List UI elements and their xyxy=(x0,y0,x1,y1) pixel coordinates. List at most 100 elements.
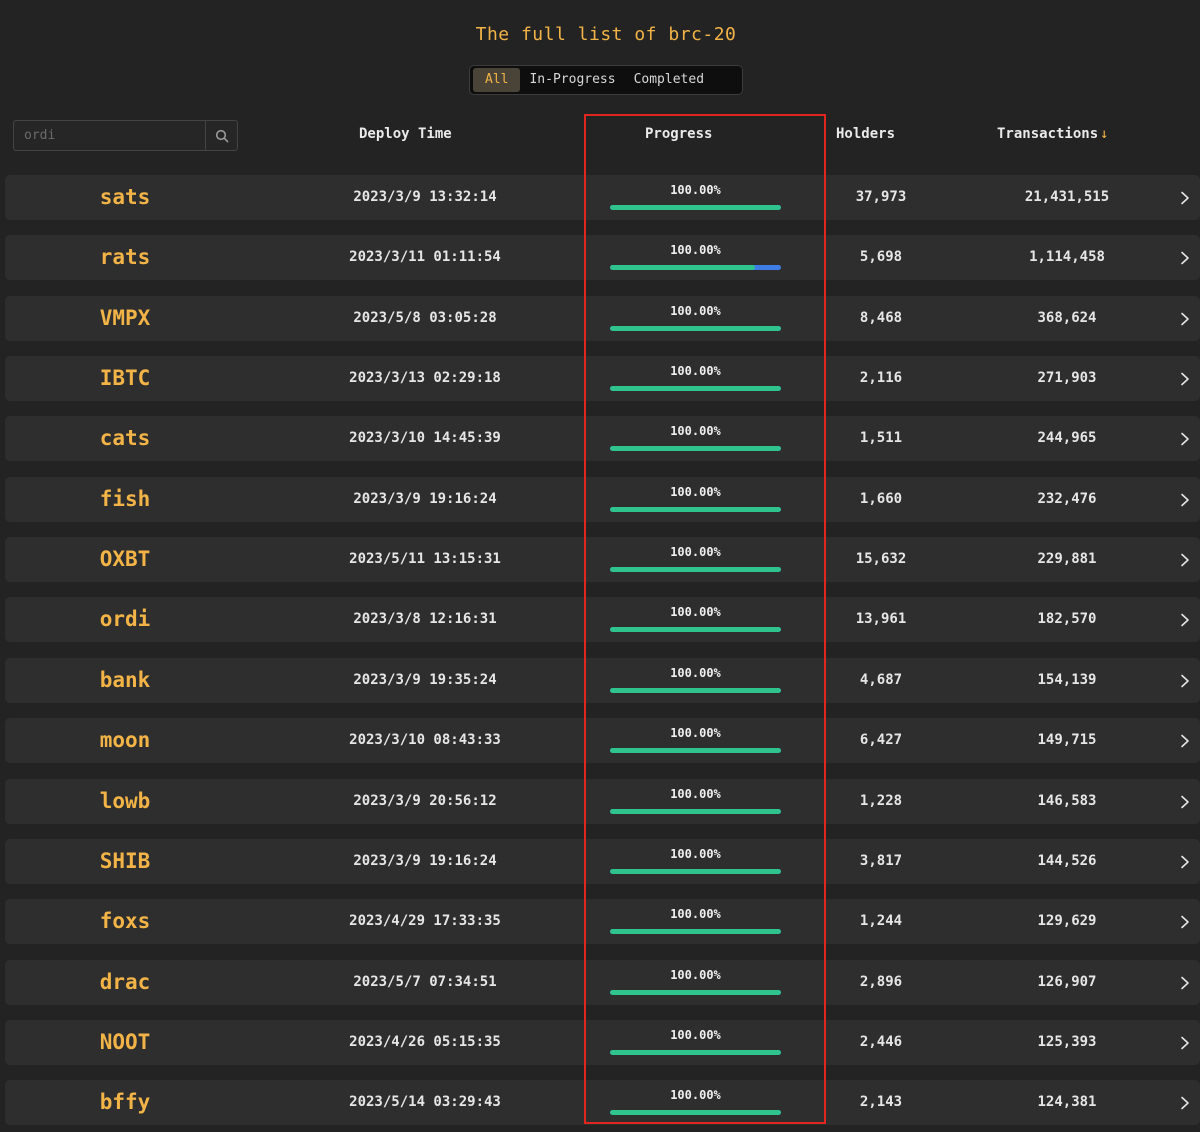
token-name[interactable]: ordi xyxy=(99,607,151,631)
holders-count: 1,660 xyxy=(859,491,903,507)
transactions-count: 1,114,458 xyxy=(1029,249,1105,265)
token-name[interactable]: drac xyxy=(99,970,151,994)
transactions-count: 232,476 xyxy=(1037,491,1097,507)
token-name[interactable]: SHIB xyxy=(99,849,151,873)
deploy-time: 2023/3/9 19:35:24 xyxy=(353,672,497,688)
token-name[interactable]: moon xyxy=(99,728,151,752)
progress-bar xyxy=(610,929,781,934)
chevron-right-icon[interactable] xyxy=(1177,839,1193,884)
transactions-count: 125,393 xyxy=(1037,1034,1097,1050)
token-name[interactable]: VMPX xyxy=(99,306,151,330)
header-deploy-time: Deploy Time xyxy=(359,126,452,142)
chevron-right-icon[interactable] xyxy=(1177,960,1193,1005)
progress-bar xyxy=(610,446,781,451)
tab-completed[interactable]: Completed xyxy=(633,72,705,87)
header-holders: Holders xyxy=(836,126,896,142)
tab-in-progress[interactable]: In-Progress xyxy=(529,72,616,87)
chevron-right-icon[interactable] xyxy=(1177,296,1193,341)
chevron-right-icon[interactable] xyxy=(1177,416,1193,461)
token-name[interactable]: IBTC xyxy=(99,366,151,390)
search-button[interactable] xyxy=(205,121,237,150)
chevron-right-icon[interactable] xyxy=(1177,175,1193,220)
search-input[interactable] xyxy=(14,121,205,150)
progress-bar-fill xyxy=(610,929,781,934)
deploy-time: 2023/3/10 08:43:33 xyxy=(349,732,501,748)
progress-bar-fill xyxy=(610,688,781,693)
progress-percent: 100.00% xyxy=(670,243,721,257)
deploy-time: 2023/3/11 01:11:54 xyxy=(349,249,501,265)
progress-bar-fill xyxy=(610,1110,781,1115)
chevron-right-icon[interactable] xyxy=(1177,356,1193,401)
token-name[interactable]: lowb xyxy=(99,789,151,813)
table-row[interactable]: cats 2023/3/10 14:45:39 100.00% 1,511 244,96… xyxy=(5,416,1200,461)
token-name[interactable]: sats xyxy=(99,185,151,209)
chevron-right-icon[interactable] xyxy=(1177,718,1193,763)
progress-bar xyxy=(610,1110,781,1115)
table-row[interactable]: OXBT 2023/5/11 13:15:31 100.00% 15,632 229,8… xyxy=(5,537,1200,582)
holders-count: 15,632 xyxy=(855,551,907,567)
holders-count: 3,817 xyxy=(859,853,903,869)
holders-count: 1,228 xyxy=(859,793,903,809)
transactions-count: 146,583 xyxy=(1037,793,1097,809)
table-row[interactable]: ordi 2023/3/8 12:16:31 100.00% 13,961 182,57… xyxy=(5,597,1200,642)
token-name[interactable]: cats xyxy=(99,426,151,450)
table-row[interactable]: NOOT 2023/4/26 05:15:35 100.00% 2,446 125,39… xyxy=(5,1020,1200,1065)
chevron-right-icon[interactable] xyxy=(1177,899,1193,944)
transactions-count: 229,881 xyxy=(1037,551,1097,567)
holders-count: 1,244 xyxy=(859,913,903,929)
header-transactions[interactable]: Transactions ↓ xyxy=(997,126,1109,142)
deploy-time: 2023/4/26 05:15:35 xyxy=(349,1034,501,1050)
progress-bar xyxy=(610,809,781,814)
table-row[interactable]: VMPX 2023/5/8 03:05:28 100.00% 8,468 368,624 xyxy=(5,296,1200,341)
table-row[interactable]: foxs 2023/4/29 17:33:35 100.00% 1,244 129,62… xyxy=(5,899,1200,944)
tab-all[interactable]: All xyxy=(473,68,521,92)
deploy-time: 2023/4/29 17:33:35 xyxy=(349,913,501,929)
progress-bar xyxy=(610,265,781,270)
chevron-right-icon[interactable] xyxy=(1177,1020,1193,1065)
chevron-right-icon[interactable] xyxy=(1177,537,1193,582)
progress-percent: 100.00% xyxy=(670,424,721,438)
holders-count: 2,446 xyxy=(859,1034,903,1050)
progress-percent: 100.00% xyxy=(670,545,721,559)
holders-count: 5,698 xyxy=(859,249,903,265)
transactions-count: 21,431,515 xyxy=(1024,189,1110,205)
progress-bar xyxy=(610,326,781,331)
table-row[interactable]: SHIB 2023/3/9 19:16:24 100.00% 3,817 144,526 xyxy=(5,839,1200,884)
table-row[interactable]: IBTC 2023/3/13 02:29:18 100.00% 2,116 271,90… xyxy=(5,356,1200,401)
table-row[interactable]: sats 2023/3/9 13:32:14 100.00% 37,973 21,431… xyxy=(5,175,1200,220)
filter-tabs: All In-Progress Completed xyxy=(469,65,743,95)
chevron-right-icon[interactable] xyxy=(1177,658,1193,703)
table-row[interactable]: drac 2023/5/7 07:34:51 100.00% 2,896 126,907 xyxy=(5,960,1200,1005)
deploy-time: 2023/3/13 02:29:18 xyxy=(349,370,501,386)
token-name[interactable]: fish xyxy=(99,487,151,511)
token-name[interactable]: bank xyxy=(99,668,151,692)
progress-bar xyxy=(610,386,781,391)
table-row[interactable]: bffy 2023/5/14 03:29:43 100.00% 2,143 124,38… xyxy=(5,1080,1200,1125)
transactions-count: 124,381 xyxy=(1037,1094,1097,1110)
progress-bar-fill xyxy=(610,265,756,270)
table-row[interactable]: moon 2023/3/10 08:43:33 100.00% 6,427 149,71… xyxy=(5,718,1200,763)
chevron-right-icon[interactable] xyxy=(1177,235,1193,280)
progress-percent: 100.00% xyxy=(670,605,721,619)
chevron-right-icon[interactable] xyxy=(1177,779,1193,824)
table-row[interactable]: rats 2023/3/11 01:11:54 100.00% 5,698 1,114,… xyxy=(5,235,1200,280)
sort-down-icon[interactable]: ↓ xyxy=(1100,126,1109,142)
progress-bar-fill xyxy=(610,386,781,391)
table-row[interactable]: bank 2023/3/9 19:35:24 100.00% 4,687 154,139 xyxy=(5,658,1200,703)
progress-bar xyxy=(610,990,781,995)
token-name[interactable]: NOOT xyxy=(99,1030,151,1054)
page-title: The full list of brc-20 xyxy=(475,24,737,45)
progress-percent: 100.00% xyxy=(670,968,721,982)
table-row[interactable]: lowb 2023/3/9 20:56:12 100.00% 1,228 146,583 xyxy=(5,779,1200,824)
token-name[interactable]: foxs xyxy=(99,909,151,933)
chevron-right-icon[interactable] xyxy=(1177,477,1193,522)
progress-bar-fill xyxy=(610,567,781,572)
token-name[interactable]: OXBT xyxy=(99,547,151,571)
chevron-right-icon[interactable] xyxy=(1177,597,1193,642)
progress-percent: 100.00% xyxy=(670,304,721,318)
token-name[interactable]: rats xyxy=(99,245,151,269)
progress-bar-fill xyxy=(610,1050,781,1055)
table-row[interactable]: fish 2023/3/9 19:16:24 100.00% 1,660 232,476 xyxy=(5,477,1200,522)
chevron-right-icon[interactable] xyxy=(1177,1080,1193,1125)
token-name[interactable]: bffy xyxy=(99,1090,151,1114)
